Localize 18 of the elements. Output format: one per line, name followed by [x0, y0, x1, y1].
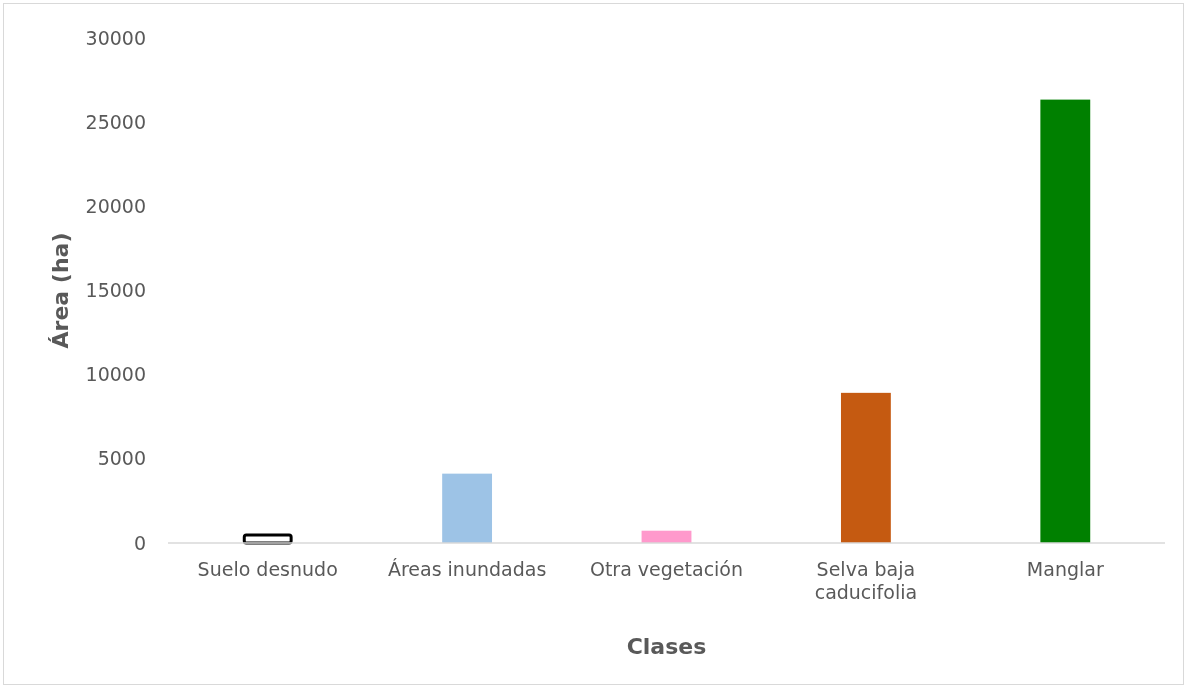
x-tick-label: Manglar — [1026, 558, 1104, 581]
x-tick-label: Suelo desnudo — [197, 558, 338, 581]
y-tick-label: 20000 — [85, 194, 146, 217]
y-tick-label: 15000 — [85, 279, 146, 302]
x-axis-title: Clases — [626, 634, 707, 659]
y-axis-title: Área (ha) — [48, 232, 73, 349]
y-tick-label: 30000 — [85, 26, 146, 49]
x-tick-label: Áreas inundadas — [387, 558, 547, 581]
x-tick-label: Selva baja caducifolia — [814, 558, 918, 604]
y-tick-label: 10000 — [85, 363, 146, 386]
x-tick-label: Otra vegetación — [589, 558, 744, 581]
bar — [840, 392, 891, 543]
y-tick-label: 0 — [133, 531, 146, 554]
y-tick-label: 5000 — [97, 447, 146, 470]
bar — [1040, 99, 1091, 543]
y-tick-label: 25000 — [85, 110, 146, 133]
bar — [442, 473, 493, 543]
bar — [242, 533, 293, 545]
